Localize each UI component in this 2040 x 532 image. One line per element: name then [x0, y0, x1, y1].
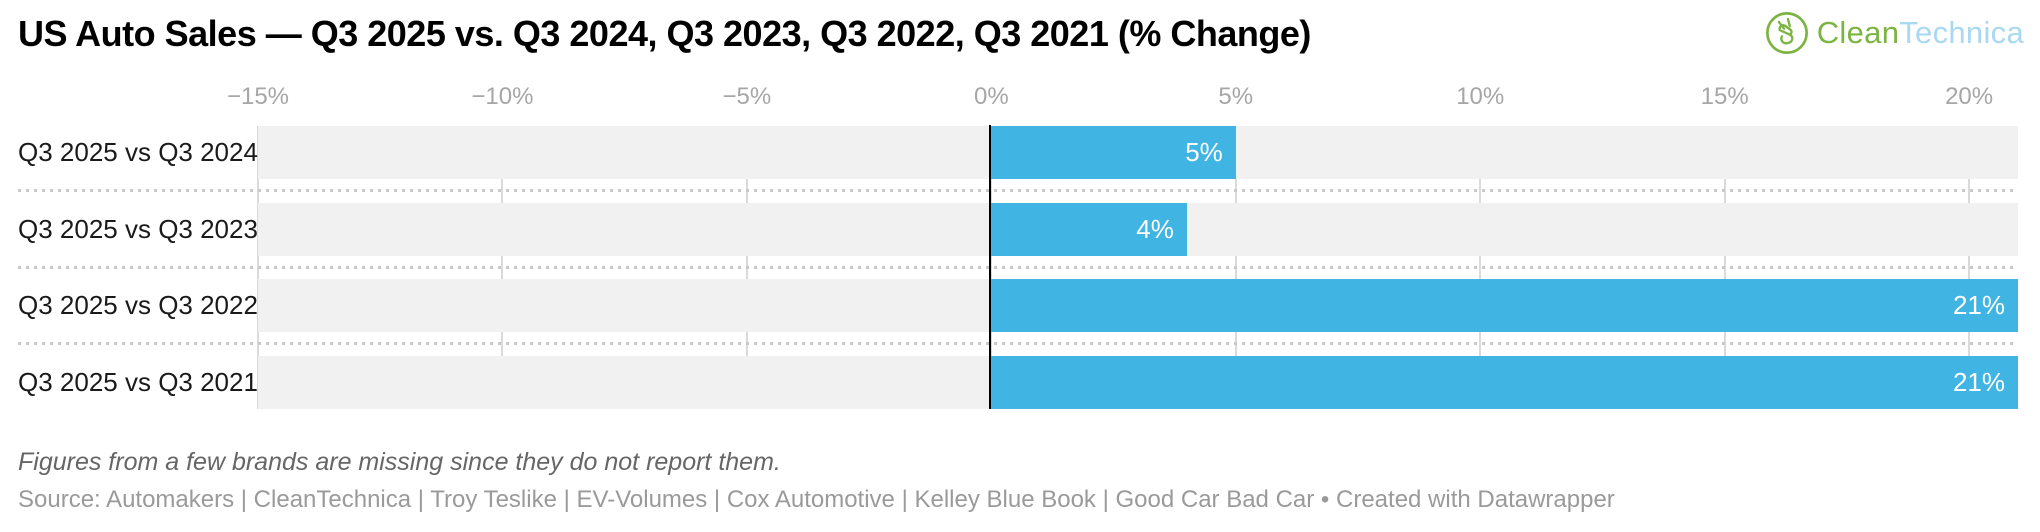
bar[interactable]: 21%: [991, 279, 2018, 333]
row-separator: [18, 189, 2018, 192]
bar-value-label: 21%: [1952, 366, 2005, 397]
axis-tick-label: 5%: [1218, 83, 1254, 110]
bar-track: 5%: [258, 126, 2018, 179]
bar-value-label: 5%: [1185, 137, 1223, 167]
chart-row: Q3 2025 vs Q3 2021 21%: [18, 355, 2018, 409]
axis-tick-label: 15%: [1700, 83, 1749, 110]
source-line: Source: Automakers | CleanTechnica | Tro…: [18, 486, 1615, 514]
bar-track: 21%: [258, 355, 2018, 409]
chart-row: Q3 2025 vs Q3 2022 21%: [18, 279, 2018, 333]
x-axis: −15% −10% −5% 0% 5% 10% 15% 20%: [227, 82, 2018, 112]
cleantechnica-leaf-circle-icon: [1764, 10, 1810, 56]
bar-value-label: 21%: [1952, 290, 2005, 321]
axis-tick-label: −5%: [722, 83, 772, 110]
axis-tick-label: 0%: [973, 83, 1009, 110]
bar-track: 4%: [258, 202, 2018, 256]
datawrapper-attribution-link[interactable]: Created with Datawrapper: [1336, 486, 1615, 513]
row-separator: [18, 266, 2018, 269]
row-label: Q3 2025 vs Q3 2023: [18, 213, 258, 244]
chart-row: Q3 2025 vs Q3 2024 5%: [18, 126, 2018, 179]
axis-tick-label: 20%: [1945, 83, 1994, 110]
bar[interactable]: 4%: [991, 202, 1187, 256]
axis-tick-label: −10%: [471, 83, 534, 110]
zero-baseline: [989, 125, 992, 409]
chart-row: Q3 2025 vs Q3 2023 4%: [18, 202, 2018, 256]
row-label: Q3 2025 vs Q3 2022: [18, 290, 258, 321]
bar-chart: Q3 2025 vs Q3 2024 5% Q3 2025 vs Q3 2023…: [18, 126, 2018, 409]
bar-track: 21%: [258, 279, 2018, 333]
source-bullet: •: [1314, 486, 1336, 513]
logo-text-technica: Technica: [1899, 15, 2024, 50]
bar[interactable]: 21%: [991, 355, 2018, 409]
axis-tick-label: −15%: [226, 83, 290, 110]
logo-text-clean: Clean: [1816, 15, 1900, 50]
page-title: US Auto Sales — Q3 2025 vs. Q3 2024, Q3 …: [18, 13, 1311, 54]
bar[interactable]: 5%: [991, 126, 1236, 179]
row-label: Q3 2025 vs Q3 2021: [18, 366, 258, 397]
cleantechnica-logo[interactable]: CleanTechnica: [1764, 8, 2024, 58]
source-text: Source: Automakers | CleanTechnica | Tro…: [18, 486, 1315, 513]
row-separator: [18, 342, 2018, 345]
chart-note: Figures from a few brands are missing si…: [18, 448, 781, 476]
row-label: Q3 2025 vs Q3 2024: [18, 137, 258, 167]
bar-value-label: 4%: [1136, 213, 1174, 244]
axis-tick-label: 10%: [1456, 83, 1505, 110]
